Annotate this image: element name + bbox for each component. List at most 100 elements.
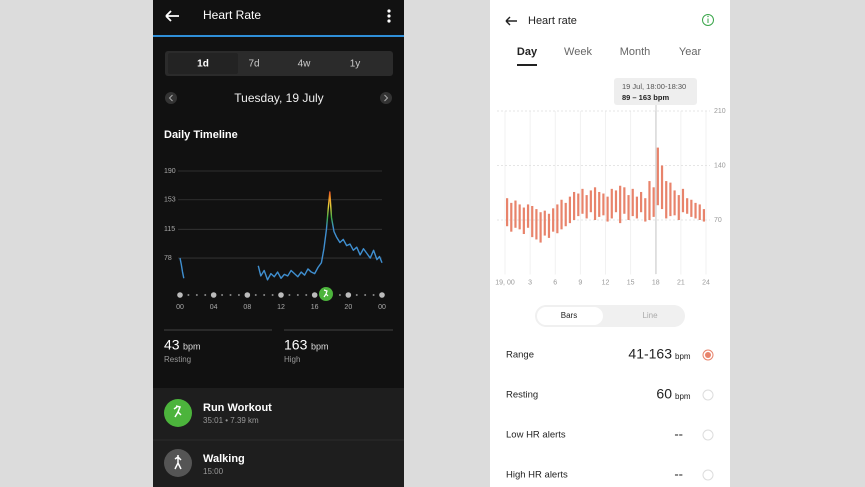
range-bar: [531, 205, 534, 238]
timeline-dot: [254, 294, 257, 296]
row-label: Range: [506, 350, 534, 361]
menu-button[interactable]: [387, 9, 391, 23]
timeline-dot: [288, 294, 291, 296]
stat-value: 163: [284, 337, 308, 353]
metric-row[interactable]: Resting 60 bpm: [506, 386, 714, 402]
range-tab[interactable]: 7d: [248, 59, 259, 70]
radio-selected: [702, 349, 714, 361]
x-tick-label: 04: [210, 304, 218, 311]
x-tick-label: 12: [602, 279, 610, 286]
x-tick-label: 3: [528, 279, 532, 286]
range-bar: [581, 188, 584, 214]
x-tick-label: 18: [652, 279, 660, 286]
timeline-dot: [372, 294, 375, 296]
prev-day-button[interactable]: [165, 92, 177, 104]
range-bar: [602, 193, 605, 216]
timeline-dot: [229, 294, 232, 296]
stat-unit: bpm: [311, 341, 329, 351]
range-bar: [623, 187, 626, 214]
range-bar: [526, 204, 530, 228]
next-day-button[interactable]: [380, 92, 392, 104]
tooltip: [614, 78, 697, 105]
period-tab[interactable]: Year: [679, 46, 702, 58]
row-value: --: [674, 426, 683, 441]
heart-rate-line: [179, 191, 383, 281]
range-bar: [686, 198, 689, 214]
view-option[interactable]: Bars: [561, 311, 577, 320]
timeline-dot: [364, 294, 367, 296]
row-value: 41-163: [628, 346, 672, 362]
range-bar: [547, 213, 551, 238]
period-tab[interactable]: Week: [564, 46, 592, 58]
range-bar: [585, 195, 588, 219]
range-bar: [589, 190, 592, 213]
range-bar: [539, 212, 542, 243]
view-option[interactable]: Line: [642, 311, 658, 320]
period-tab[interactable]: Month: [620, 46, 651, 58]
y-tick-label: 115: [164, 226, 175, 233]
x-tick-dot: [345, 292, 352, 298]
timeline-dot: [296, 294, 299, 296]
radio: [702, 429, 714, 441]
timeline-dot: [338, 294, 341, 296]
range-bar: [614, 190, 618, 213]
activity-detail: 35:01 • 7.39 km: [203, 416, 259, 425]
period-tab[interactable]: Day: [517, 46, 538, 58]
range-bar: [564, 202, 567, 227]
metric-row[interactable]: Range 41-163 bpm: [506, 346, 714, 362]
x-tick-dot: [311, 292, 318, 298]
range-tab[interactable]: 1y: [350, 59, 361, 70]
range-bar: [573, 191, 576, 220]
info-button[interactable]: [702, 14, 714, 26]
range-bar: [660, 165, 664, 210]
x-tick-label: 21: [677, 279, 685, 286]
section-title: Daily Timeline: [164, 129, 238, 141]
back-button[interactable]: [165, 10, 179, 22]
timeline-dot: [195, 294, 198, 296]
radio-dot: [705, 352, 711, 358]
x-tick-label: 9: [578, 279, 582, 286]
y-tick-label: 78: [164, 255, 172, 262]
range-bar: [690, 199, 693, 217]
range-bar: [656, 147, 659, 206]
activity-item[interactable]: Walking 15:00: [164, 449, 245, 477]
back-button[interactable]: [505, 16, 517, 26]
range-bar: [506, 198, 509, 227]
header-title: Heart rate: [528, 15, 577, 27]
range-bar: [635, 196, 639, 219]
range-tab[interactable]: 4w: [298, 59, 312, 70]
metric-row[interactable]: High HR alerts --: [506, 466, 714, 481]
timeline-dot: [204, 294, 207, 296]
stat-label: High: [284, 355, 300, 364]
range-tab[interactable]: 1d: [197, 59, 209, 70]
range-chart: 19, 00 3 6 9 12 15 18 21 24 70 140 210: [495, 108, 726, 287]
y-tick-label: 153: [164, 197, 176, 204]
metric-row[interactable]: Low HR alerts --: [506, 426, 714, 441]
range-bar: [535, 209, 538, 240]
x-tick-label: 19, 00: [495, 279, 515, 286]
timeline-dot: [221, 294, 224, 296]
right-phone: [490, 0, 730, 487]
range-bar: [577, 193, 580, 217]
range-bar: [522, 207, 525, 235]
range-bar: [652, 187, 655, 217]
x-tick-label: 20: [344, 304, 352, 311]
range-bar: [644, 198, 647, 222]
date-label: Tuesday, 19 July: [234, 91, 323, 105]
range-bar: [694, 202, 697, 219]
x-tick-label: 00: [378, 304, 386, 311]
y-tick-label: 140: [714, 162, 726, 169]
row-unit: bpm: [675, 392, 691, 401]
x-tick-label: 16: [311, 304, 319, 311]
range-bar: [698, 204, 701, 220]
x-tick-label: 24: [702, 279, 710, 286]
activity-item[interactable]: Run Workout 35:01 • 7.39 km: [164, 399, 272, 427]
range-bar: [543, 210, 546, 236]
range-bar: [673, 190, 676, 216]
range-bar: [556, 204, 559, 234]
x-tick-dot: [244, 292, 251, 298]
range-bar: [681, 188, 685, 213]
x-tick-label: 15: [627, 279, 635, 286]
